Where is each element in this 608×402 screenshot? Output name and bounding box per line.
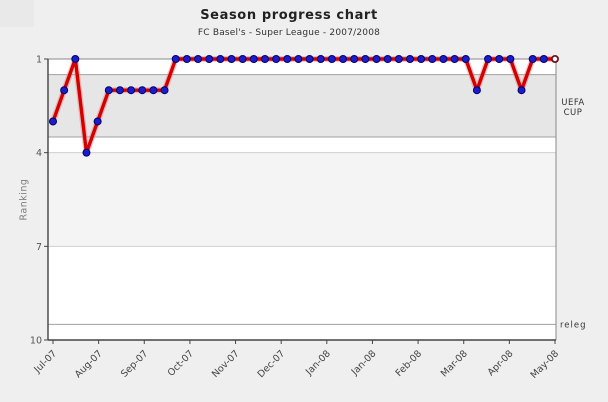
alternating-band [48,152,556,247]
data-point [194,55,203,63]
data-point [260,55,269,63]
data-point [104,86,113,95]
uefa-cup-label: UEFA [561,98,585,108]
data-point [294,55,303,63]
data-point [361,55,370,63]
month-tick-label: Jan-08 [349,348,379,378]
data-point [327,55,336,63]
uefa-cup-zone [48,74,556,138]
data-point [149,86,158,95]
data-point [138,86,147,95]
data-point [394,55,403,63]
corner-artifact [0,0,34,27]
data-point [60,86,69,95]
data-point [160,86,169,95]
data-point [450,55,459,63]
data-point [71,55,80,63]
rank-tick-label: 10 [30,336,42,347]
month-tick-label: Sep-07 [119,348,150,379]
data-point [495,55,504,63]
data-point [82,148,91,157]
month-tick-label: Oct-07 [166,348,196,378]
month-tick-label: Nov-07 [210,348,242,380]
data-point [316,55,325,63]
data-point [383,55,392,63]
data-point [305,55,314,63]
data-point [238,55,247,63]
data-point [517,86,526,95]
data-point [127,86,136,95]
data-point [350,55,359,63]
data-point [539,55,548,63]
chart-subtitle: FC Basel's - Super League - 2007/2008 [197,28,381,38]
data-point [484,55,493,63]
data-point [417,55,426,63]
data-point [171,55,180,63]
data-point [49,117,57,126]
rank-tick-label: 1 [36,55,42,66]
data-point [428,55,437,63]
data-point [372,55,381,63]
releg-label: releg [560,320,587,330]
final-data-point [551,55,560,64]
month-tick-label: Feb-08 [394,348,425,379]
data-point [93,117,102,126]
data-point [283,55,292,63]
data-point [227,55,236,63]
data-point [339,55,348,63]
month-tick-label: Dec-07 [256,348,288,380]
data-point [405,55,414,63]
month-tick-label: Jan-08 [303,348,333,378]
rank-tick-label: 7 [36,242,42,253]
data-point [216,55,225,63]
month-tick-label: May-08 [529,348,562,381]
data-point [472,86,481,95]
month-tick-label: Mar-08 [439,348,470,379]
month-tick-label: Jul-07 [32,348,60,376]
month-tick-label: Aug-07 [73,348,105,380]
series-line [51,57,557,155]
data-point [272,55,281,63]
month-tick-label: Apr-08 [486,348,516,378]
data-point [439,55,448,63]
data-point [182,55,191,63]
data-point [115,86,124,95]
data-point [528,55,537,63]
uefa-cup-label: CUP [564,108,583,118]
chart-title: Season progress chart [200,8,378,23]
data-point [461,55,470,63]
data-point [506,55,515,63]
rank-tick-label: 4 [36,148,42,159]
data-point [249,55,258,63]
data-point [205,55,214,63]
